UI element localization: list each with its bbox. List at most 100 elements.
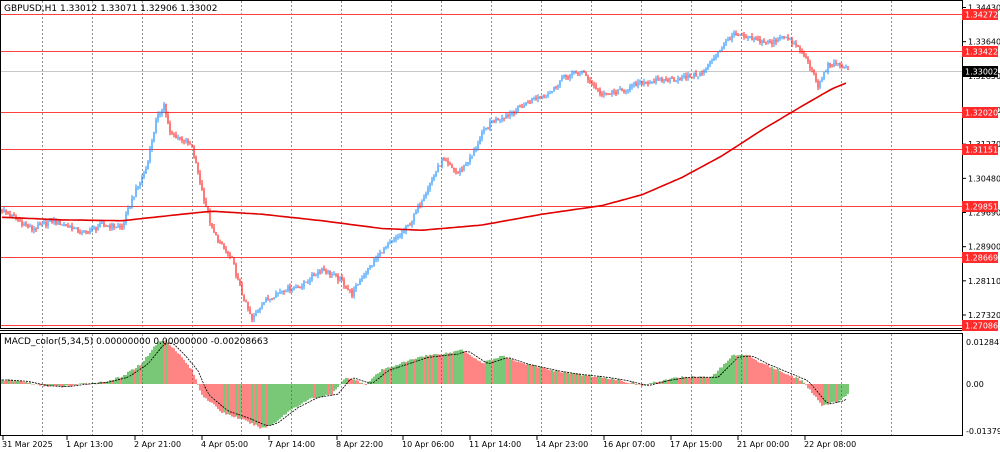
macd-bar (683, 377, 685, 384)
bull-candle (669, 77, 671, 82)
macd-bar (481, 362, 483, 384)
macd-bar (777, 368, 779, 384)
macd-bar (255, 384, 257, 425)
bear-candle (119, 226, 121, 228)
level-tag (962, 9, 998, 20)
bear-candle (647, 82, 649, 84)
bear-candle (835, 62, 837, 64)
macd-bar (467, 353, 469, 384)
macd-bar (785, 374, 787, 384)
bull-candle (99, 223, 101, 228)
macd-bar (589, 374, 591, 384)
macd-bar (515, 361, 517, 384)
macd-signal-line (2, 342, 847, 426)
bull-candle (781, 36, 783, 38)
bear-candle (351, 290, 353, 297)
macd-bar (177, 353, 179, 384)
bull-candle (693, 72, 695, 78)
macd-bar (823, 384, 825, 406)
bull-candle (149, 148, 151, 162)
macd-bar (175, 351, 177, 384)
macd-bar (185, 362, 187, 384)
macd-bar (695, 377, 697, 384)
bear-candle (235, 264, 237, 276)
macd-axis: 0.0128479 0.00 -0.0137932 (966, 338, 1000, 436)
macd-bar (135, 368, 137, 384)
macd-bar (557, 370, 559, 384)
bull-candle (725, 40, 727, 44)
time-axis-label: 21 Apr 00:00 (737, 440, 789, 449)
level-tag-label: 1.33422 (965, 48, 998, 57)
macd-bar (711, 376, 713, 384)
bull-candle (269, 298, 271, 300)
macd-bar (657, 382, 659, 384)
bull-candle (395, 237, 397, 240)
macd-bar (521, 362, 523, 384)
macd-axis-label: 0.0128479 (966, 338, 1000, 347)
macd-bar (283, 384, 285, 415)
macd-bar (197, 384, 199, 385)
bear-candle (179, 137, 181, 139)
bull-candle (321, 268, 323, 273)
bear-candle (763, 40, 765, 43)
bear-candle (601, 94, 603, 96)
bull-candle (699, 73, 701, 77)
macd-bar (719, 367, 721, 384)
macd-bar (141, 363, 143, 384)
bear-candle (251, 313, 253, 320)
macd-bar (409, 359, 411, 384)
macd-bar (243, 384, 245, 420)
bull-candle (129, 206, 131, 208)
bear-candle (555, 86, 557, 88)
macd-bar (751, 357, 753, 384)
macd-bar (131, 369, 133, 384)
macd-bar (297, 384, 299, 407)
bear-candle (605, 92, 607, 94)
time-axis[interactable]: 31 Mar 2025 1 Apr 13:00 2 Apr 21:00 4 Apr 0… (2, 436, 856, 449)
time-axis-label: 2 Apr 21:00 (134, 440, 181, 449)
macd-bar (15, 380, 17, 384)
bear-candle (443, 158, 445, 161)
macd-bar (247, 384, 249, 422)
macd-bar (89, 384, 91, 385)
macd-bar (541, 367, 543, 384)
bull-candle (333, 274, 335, 276)
macd-bar (159, 341, 161, 384)
bull-candle (293, 287, 295, 290)
macd-bar (151, 349, 153, 384)
macd-bar (325, 384, 327, 395)
bull-candle (115, 227, 117, 229)
macd-bar (263, 384, 265, 428)
bear-candle (171, 132, 173, 135)
bull-candle (603, 92, 605, 95)
macd-bar (79, 383, 81, 384)
bear-candle (583, 70, 585, 72)
bull-candle (161, 110, 163, 114)
bear-candle (335, 274, 337, 276)
macd-bar (391, 366, 393, 384)
chart-title: GBPUSD,H1 1.33012 1.33071 1.32906 1.3300… (4, 4, 217, 14)
bear-candle (113, 223, 115, 228)
macd-bar (569, 373, 571, 384)
bull-candle (581, 70, 583, 74)
bear-candle (453, 167, 455, 171)
macd-bar (397, 365, 399, 384)
macd-bar (469, 354, 471, 384)
macd-bar (85, 383, 87, 384)
bull-candle (491, 120, 493, 122)
bull-candle (499, 119, 501, 121)
bull-candle (123, 222, 125, 228)
bear-candle (17, 218, 19, 221)
bear-candle (221, 242, 223, 245)
bear-candle (85, 230, 87, 232)
macd-bar (211, 384, 213, 403)
macd-bar (203, 384, 205, 398)
macd-bar (359, 382, 361, 384)
macd-bar (349, 378, 351, 384)
macd-bar (147, 355, 149, 384)
macd-bar (643, 384, 645, 386)
bull-candle (309, 280, 311, 282)
macd-bar (431, 355, 433, 384)
macd-bar (743, 355, 745, 384)
